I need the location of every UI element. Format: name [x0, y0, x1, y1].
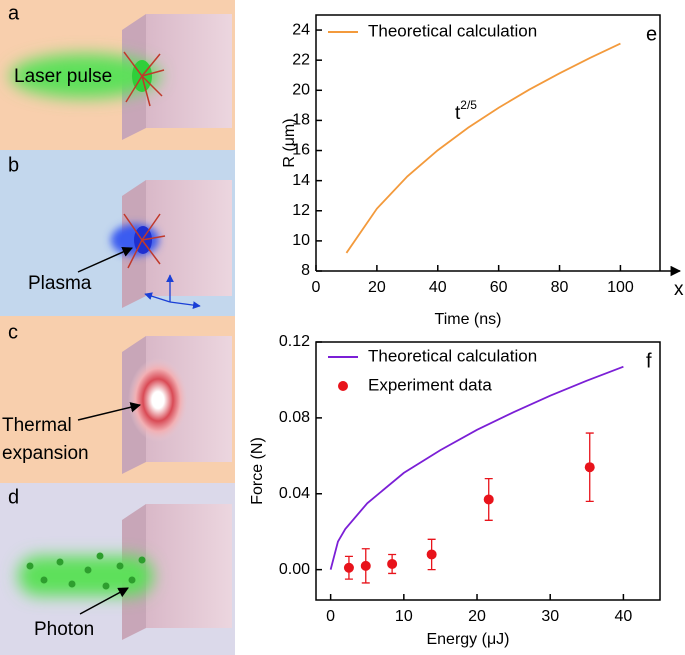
data-point [426, 549, 437, 560]
x-tick-label: 20 [468, 608, 486, 625]
y-tick-label: 0.04 [279, 485, 310, 502]
axis-symbol: x [674, 279, 684, 300]
y-tick-label: 0.12 [279, 333, 310, 350]
caption: expansion [2, 443, 89, 464]
series-line [329, 365, 624, 570]
annotation-base: t [455, 103, 461, 124]
data-point [483, 494, 494, 505]
series-line [345, 42, 621, 254]
y-tick-label: 20 [292, 82, 310, 99]
x-tick-label: 100 [607, 279, 634, 296]
panel-label: a [8, 2, 20, 24]
caption: Plasma [28, 273, 92, 294]
data-point [584, 462, 595, 473]
x-tick-label: 40 [615, 608, 633, 625]
axis-frame [315, 341, 661, 601]
y-tick-label: 14 [292, 172, 310, 189]
x-axis-label: Energy (μJ) [426, 631, 509, 648]
data-point [343, 562, 354, 573]
illustration-a [10, 14, 232, 140]
panel-label: b [8, 154, 19, 176]
panel-label: d [8, 486, 19, 508]
y-axis-label: Force (N) [249, 437, 266, 505]
x-tick-label: 30 [541, 608, 559, 625]
panel-label: e [646, 23, 657, 45]
legend-swatch [338, 381, 348, 391]
y-tick-label: 10 [292, 232, 310, 249]
data-point [360, 560, 371, 571]
caption: Laser pulse [14, 66, 112, 87]
y-tick-label: 0.00 [279, 561, 310, 578]
x-tick-label: 60 [490, 279, 508, 296]
x-tick-label: 20 [368, 279, 386, 296]
y-tick-label: 24 [292, 21, 310, 38]
y-axis-label: R (μm) [281, 118, 298, 167]
x-tick-label: 80 [551, 279, 569, 296]
illustration-b [77, 180, 232, 309]
illustration-c [77, 336, 232, 474]
legend-label: Theoretical calculation [368, 21, 537, 40]
x-tick-label: 40 [429, 279, 447, 296]
x-tick-label: 0 [312, 279, 321, 296]
y-tick-label: 16 [292, 142, 310, 159]
caption: Photon [34, 619, 94, 640]
y-tick-label: 8 [301, 262, 310, 279]
x-tick-label: 10 [395, 608, 413, 625]
y-tick-label: 12 [292, 202, 310, 219]
annotation: t2/5 [455, 98, 477, 124]
axis-frame [315, 14, 661, 271]
legend-label: Theoretical calculation [368, 346, 537, 365]
panel-label: c [8, 321, 18, 343]
y-tick-label: 22 [292, 51, 310, 68]
data-point [387, 558, 398, 569]
annotation-sup: 2/5 [460, 98, 477, 112]
legend-label: Experiment data [368, 375, 492, 394]
x-axis-label: Time (ns) [435, 311, 502, 328]
panel-label: f [646, 350, 652, 372]
x-tick-label: 0 [326, 608, 335, 625]
illustration-d [18, 504, 232, 640]
y-tick-label: 0.08 [279, 409, 310, 426]
caption: Thermal [2, 415, 72, 436]
y-tick-label: 18 [292, 112, 310, 129]
